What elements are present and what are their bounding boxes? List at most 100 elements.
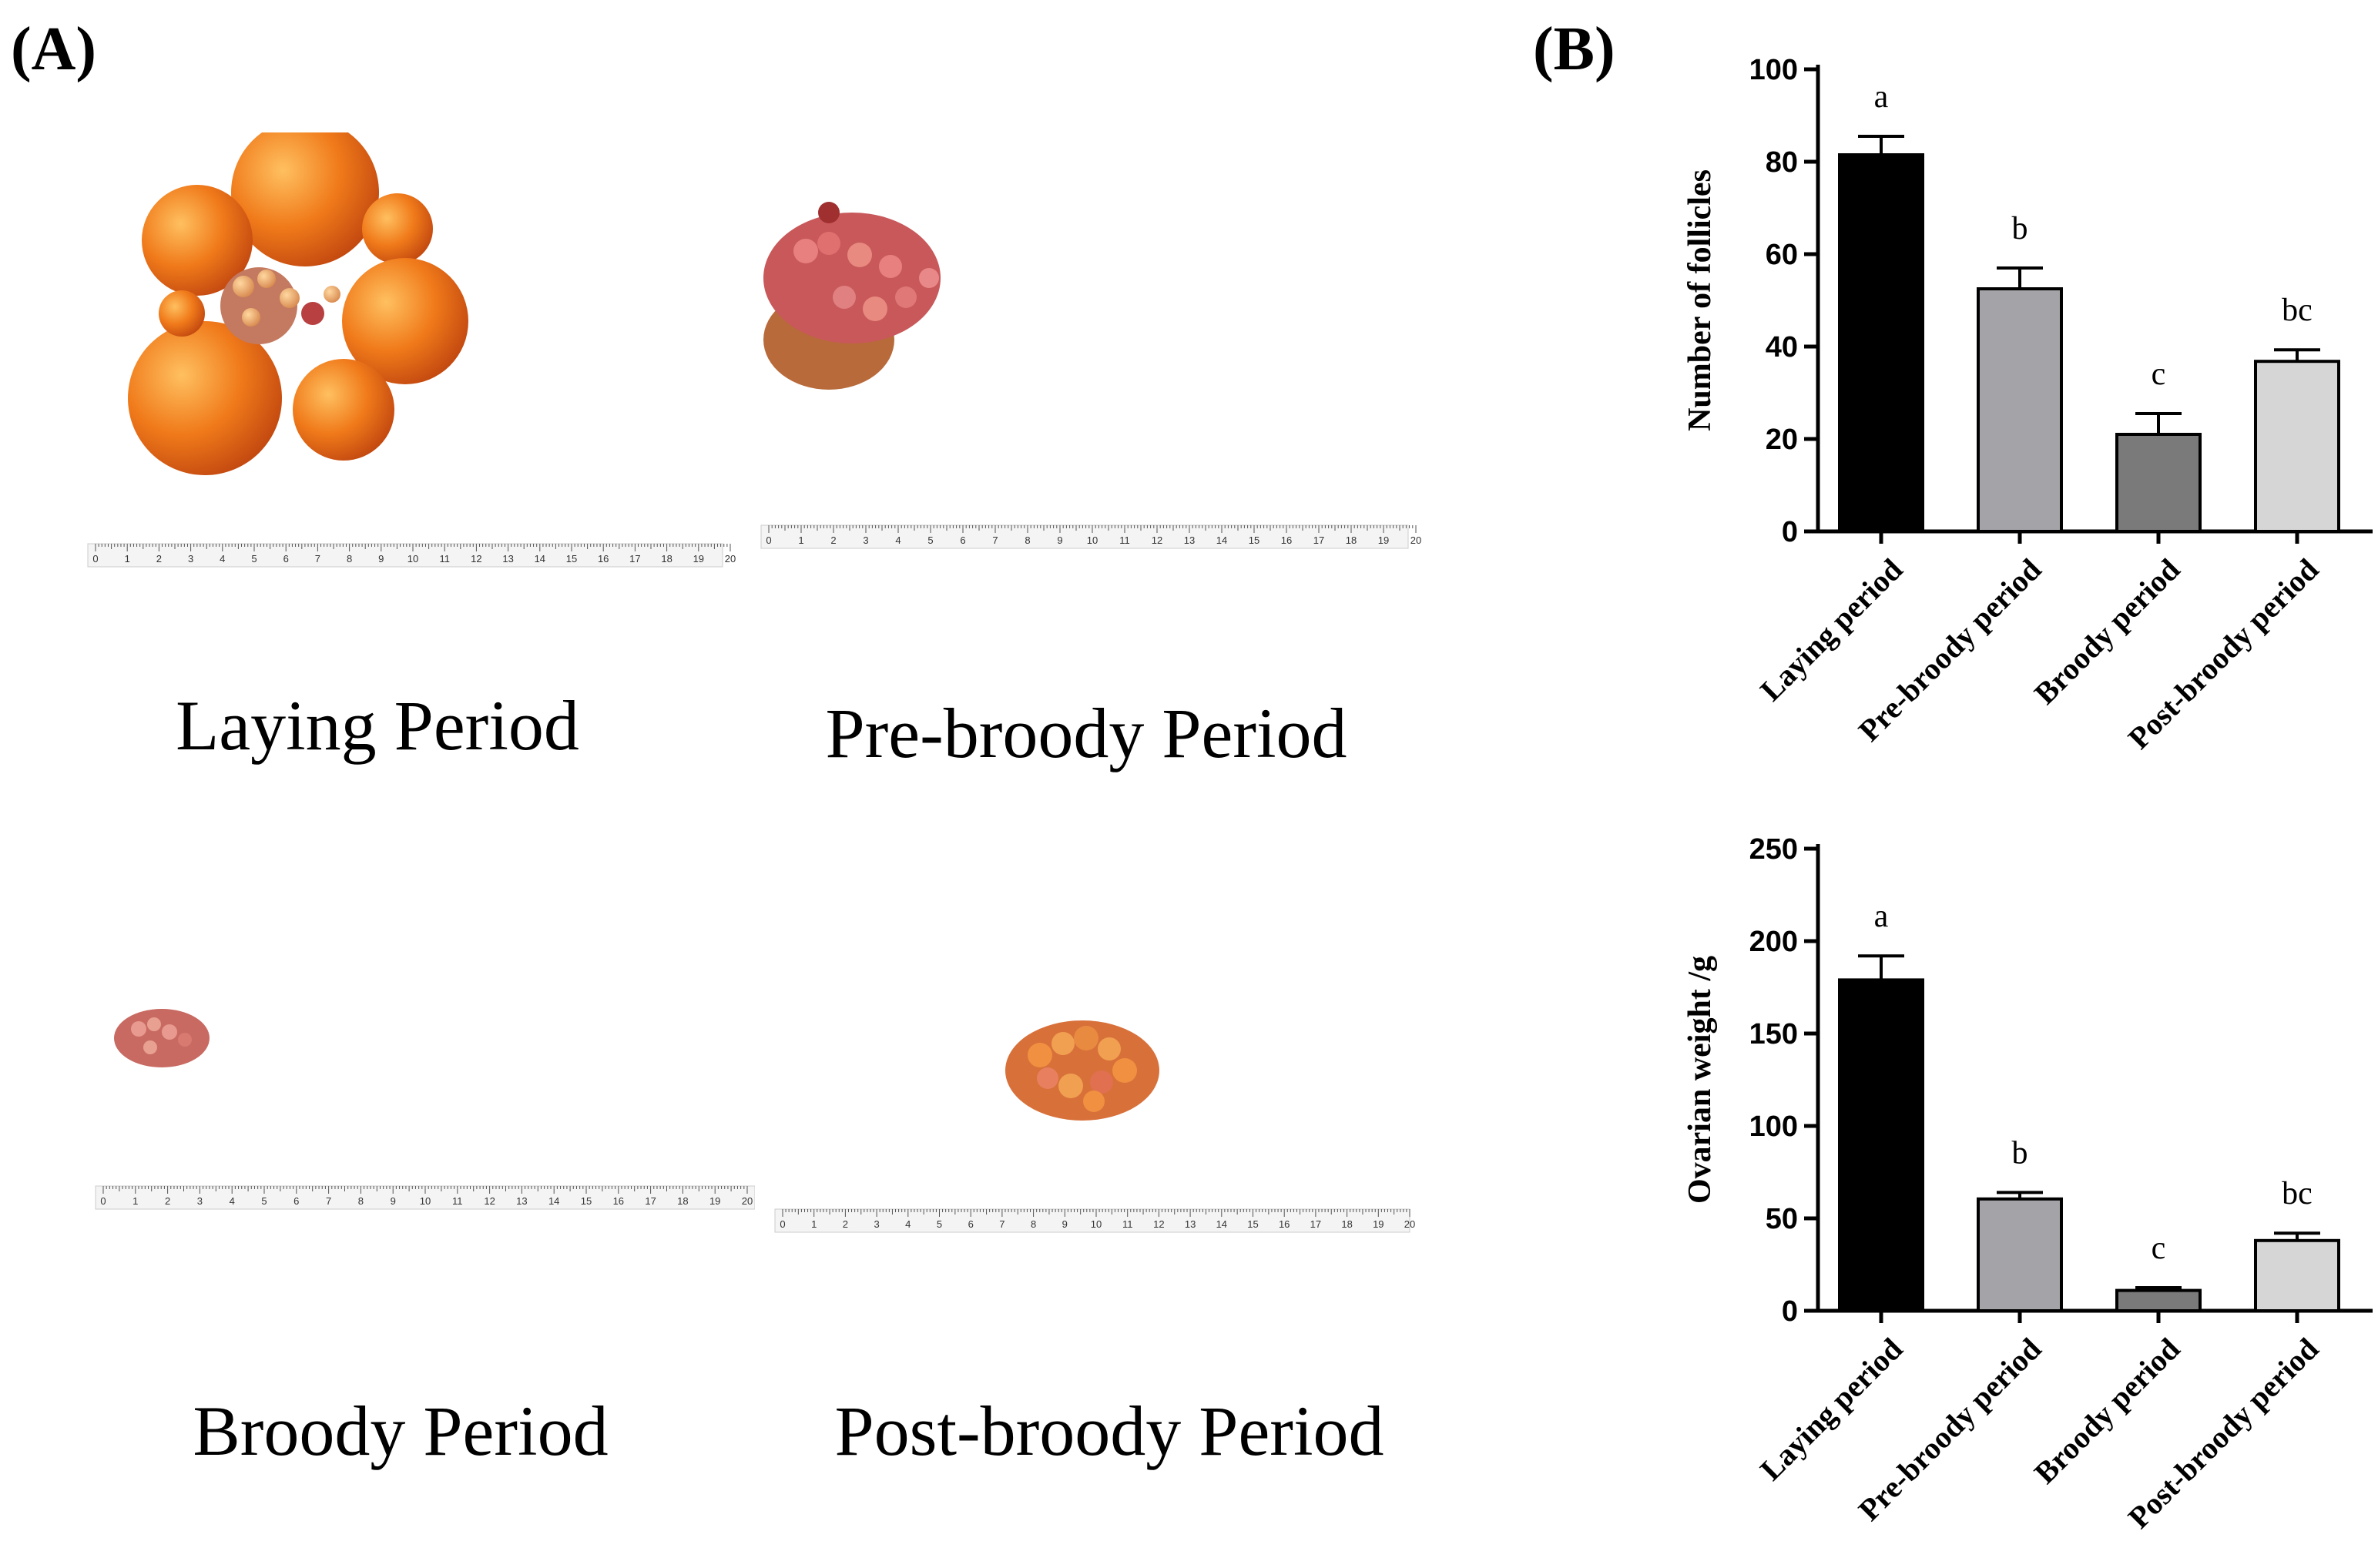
- ruler-laying: 0 1 2 3 4 5 6 7 8 9 10 11 12 13 14 15 16 17 18 19 20: [92, 544, 736, 565]
- ruler-number: 13: [1185, 1218, 1196, 1230]
- ruler-number: 13: [502, 553, 513, 565]
- ruler-number: 18: [1341, 1218, 1352, 1230]
- ruler-number: 10: [1087, 534, 1098, 546]
- ruler-number: 20: [1404, 1218, 1415, 1230]
- ovarian-weight-x-tick-label: Laying period: [1753, 1332, 1909, 1487]
- caption-broody-period: Broody Period: [193, 1392, 609, 1470]
- ruler-number: 7: [315, 553, 320, 565]
- ovarian-weight-bar: [2254, 1238, 2340, 1312]
- follicle-count-bar: [2115, 433, 2202, 533]
- ruler-number: 6: [968, 1218, 974, 1230]
- photo-laying-period: 0 1 2 3 4 5 6 7 8 9 10 11 12 13 14 15 16 17 18 19 20: [59, 119, 740, 595]
- ruler-number: 14: [1216, 1218, 1227, 1230]
- ruler-number: 0: [766, 534, 771, 546]
- ruler-number: 4: [220, 553, 225, 565]
- ruler-number: 5: [937, 1218, 942, 1230]
- ruler-number: 15: [581, 1195, 592, 1207]
- ruler-number: 5: [251, 553, 257, 565]
- follicle-count-significance-label: bc: [2282, 293, 2313, 328]
- follicle-count-y-tick-label: 80: [1766, 146, 1798, 179]
- ruler-post-broody: 0 1 2 3 4 5 6 7 8 9 10 11 12 13 14 15 16 17 18 19 20: [780, 1209, 1415, 1230]
- ruler-number: 16: [598, 553, 609, 565]
- ruler-number: 15: [1247, 1218, 1258, 1230]
- ruler-number: 8: [347, 553, 352, 565]
- photo-post-broody-period: 0 1 2 3 4 5 6 7 8 9 10 11 12 13 14 15 16 17 18 19 20: [755, 847, 1433, 1357]
- ruler-number: 17: [1313, 534, 1324, 546]
- ruler-number: 9: [1062, 1218, 1068, 1230]
- follicle-count-significance-label: c: [2152, 357, 2166, 392]
- ovarian-weight-y-tick-label: 0: [1782, 1295, 1798, 1328]
- ruler-number: 1: [811, 1218, 817, 1230]
- follicle-count-y-tick-label: 40: [1766, 331, 1798, 364]
- ruler-number: 18: [677, 1195, 688, 1207]
- ruler-number: 4: [905, 1218, 911, 1230]
- ruler-number: 10: [408, 553, 418, 565]
- ruler-number: 15: [566, 553, 577, 565]
- ovarian-weight-bar: [1977, 1197, 2063, 1312]
- ruler-number: 11: [1122, 1218, 1133, 1230]
- ruler-number: 5: [927, 534, 933, 546]
- photo-broody-period: 0 1 2 3 4 5 6 7 8 9 10 11 12 13 14 15 16 17 18 19 20: [92, 823, 756, 1335]
- ruler-number: 6: [283, 553, 289, 565]
- ruler-number: 16: [1281, 534, 1292, 546]
- ovarian-weight-bar: [2115, 1288, 2202, 1312]
- ruler-number: 0: [92, 553, 98, 565]
- ovary-image-pre-broody: [760, 202, 1409, 549]
- ruler-number: 13: [1184, 534, 1195, 546]
- ruler-number: 9: [1057, 534, 1062, 546]
- follicle-count-significance-label: b: [2012, 211, 2028, 246]
- photo-pre-broody-period: 0 1 2 3 4 5 6 7 8 9 10 11 12 13 14 15 16 17 18 19 20: [744, 120, 1425, 630]
- ruler-number: 14: [548, 1195, 559, 1207]
- panel-a-label: (A): [11, 15, 97, 83]
- ruler-number: 18: [661, 553, 672, 565]
- ovarian-weight-y-label: Ovarian weight /g: [1682, 956, 1718, 1204]
- ruler-number: 0: [780, 1218, 785, 1230]
- ovarian-weight-significance-label: a: [1874, 899, 1889, 934]
- ruler-number: 16: [613, 1195, 624, 1207]
- follicle-count-y-tick-label: 60: [1766, 239, 1798, 271]
- ruler-number: 20: [725, 553, 736, 565]
- ruler-number: 9: [391, 1195, 396, 1207]
- ruler-pre-broody: 0 1 2 3 4 5 6 7 8 9 10 11 12 13 14 15 16 17 18 19 20: [766, 525, 1421, 546]
- ruler-number: 20: [1410, 534, 1421, 546]
- ruler-number: 15: [1249, 534, 1259, 546]
- ruler-number: 3: [197, 1195, 203, 1207]
- ruler-number: 20: [742, 1195, 753, 1207]
- ovarian-weight-x-tick-label: Broody period: [2028, 1332, 2187, 1491]
- ruler-number: 2: [165, 1195, 170, 1207]
- ovarian-weight-y-tick-label: 50: [1766, 1203, 1798, 1235]
- ovarian-weight-significance-label: b: [2012, 1135, 2028, 1171]
- ruler-number: 17: [645, 1195, 656, 1207]
- ruler-number: 1: [125, 553, 130, 565]
- ovarian-weight-significance-label: c: [2152, 1231, 2166, 1266]
- ruler-number: 12: [1153, 1218, 1164, 1230]
- follicle-count-x-tick-label: Broody period: [2028, 552, 2187, 712]
- ruler-number: 4: [230, 1195, 235, 1207]
- ruler-number: 3: [863, 534, 868, 546]
- ruler-number: 1: [798, 534, 803, 546]
- ruler-number: 6: [960, 534, 965, 546]
- ruler-number: 12: [1152, 534, 1162, 546]
- ruler-number: 19: [1373, 1218, 1384, 1230]
- ruler-number: 7: [326, 1195, 331, 1207]
- ruler-number: 13: [516, 1195, 527, 1207]
- ovarian-weight-y-tick-label: 250: [1749, 833, 1798, 866]
- ruler-number: 10: [420, 1195, 431, 1207]
- ruler-number: 10: [1091, 1218, 1102, 1230]
- ovarian-weight-y-tick-label: 100: [1749, 1111, 1798, 1143]
- ruler-number: 0: [100, 1195, 106, 1207]
- ruler-number: 2: [830, 534, 836, 546]
- caption-laying-period: Laying Period: [176, 686, 579, 765]
- ruler-number: 11: [439, 553, 450, 565]
- ruler-number: 7: [999, 1218, 1005, 1230]
- ovarian-weight-y-tick-label: 200: [1749, 926, 1798, 958]
- ruler-number: 16: [1279, 1218, 1290, 1230]
- ovary-image-laying: [87, 119, 723, 568]
- follicle-count-bar: [1977, 287, 2063, 533]
- ruler-number: 1: [132, 1195, 138, 1207]
- ovarian-weight-significance-label: bc: [2282, 1176, 2313, 1211]
- caption-pre-broody-period: Pre-broody Period: [825, 694, 1347, 772]
- ruler-number: 11: [452, 1195, 463, 1207]
- ruler-number: 9: [378, 553, 384, 565]
- follicle-count-y-tick-label: 100: [1749, 54, 1798, 86]
